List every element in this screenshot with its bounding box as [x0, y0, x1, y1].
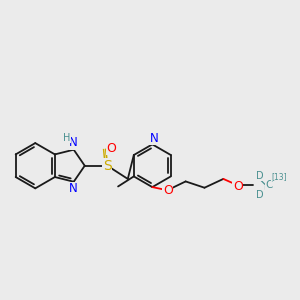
Text: O: O: [106, 142, 116, 154]
Text: O: O: [233, 180, 243, 193]
Text: N: N: [69, 182, 78, 195]
Text: [13]: [13]: [271, 172, 287, 181]
Text: S: S: [103, 159, 112, 173]
Text: D: D: [256, 190, 264, 200]
Text: D: D: [256, 171, 264, 181]
Text: N: N: [149, 132, 158, 145]
Text: O: O: [163, 184, 173, 197]
Text: C: C: [265, 180, 273, 190]
Text: N: N: [69, 136, 78, 149]
Text: H: H: [63, 133, 70, 143]
